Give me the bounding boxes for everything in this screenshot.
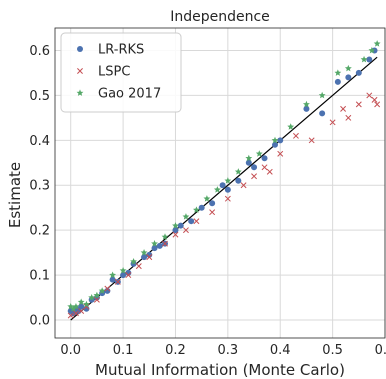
data-point bbox=[319, 110, 325, 116]
y-tick-label: 0.4 bbox=[29, 134, 50, 149]
data-point bbox=[199, 205, 205, 211]
data-point bbox=[335, 79, 341, 85]
data-point bbox=[157, 243, 163, 249]
x-tick-label: 0.4 bbox=[270, 343, 291, 358]
legend-label: Gao 2017 bbox=[98, 87, 161, 102]
data-point bbox=[152, 245, 158, 251]
data-point bbox=[277, 137, 283, 143]
data-point bbox=[220, 182, 226, 188]
y-tick-label: 0.0 bbox=[29, 314, 50, 329]
data-point bbox=[225, 187, 231, 193]
data-point bbox=[356, 70, 362, 76]
data-point bbox=[120, 272, 126, 278]
data-point bbox=[235, 178, 241, 184]
y-axis-title: Estimate bbox=[6, 162, 24, 228]
y-tick-label: 0.1 bbox=[29, 269, 50, 284]
legend: LR-RKS LSPC Gao 2017 bbox=[61, 33, 181, 112]
data-point bbox=[188, 218, 194, 224]
data-point bbox=[345, 74, 351, 80]
data-point bbox=[303, 106, 309, 112]
data-point bbox=[178, 223, 184, 229]
data-point bbox=[366, 56, 372, 62]
x-tick-label: 0.0 bbox=[60, 343, 81, 358]
x-tick-label: 0.5 bbox=[322, 343, 343, 358]
y-tick-label: 0.2 bbox=[29, 224, 50, 239]
x-tick-label: 0.2 bbox=[165, 343, 186, 358]
data-point bbox=[272, 142, 278, 148]
data-point bbox=[246, 160, 252, 166]
data-point bbox=[110, 277, 116, 283]
y-tick-label: 0.6 bbox=[29, 44, 50, 59]
legend-label: LSPC bbox=[98, 65, 130, 80]
legend-label: LR-RKS bbox=[98, 43, 144, 58]
data-point bbox=[209, 200, 215, 206]
x-axis-title: Mutual Information (Monte Carlo) bbox=[95, 361, 345, 379]
data-point bbox=[251, 164, 257, 170]
x-tick-label: 0.3 bbox=[218, 343, 239, 358]
chart-title: Independence bbox=[170, 9, 270, 25]
y-tick-label: 0.3 bbox=[29, 179, 50, 194]
y-tick-label: 0.5 bbox=[29, 89, 50, 104]
data-point bbox=[262, 155, 268, 161]
data-point bbox=[141, 254, 147, 260]
x-tick-label: 0.1 bbox=[113, 343, 134, 358]
x-tick-label: 0.6 bbox=[375, 343, 386, 358]
legend-marker bbox=[77, 46, 83, 52]
